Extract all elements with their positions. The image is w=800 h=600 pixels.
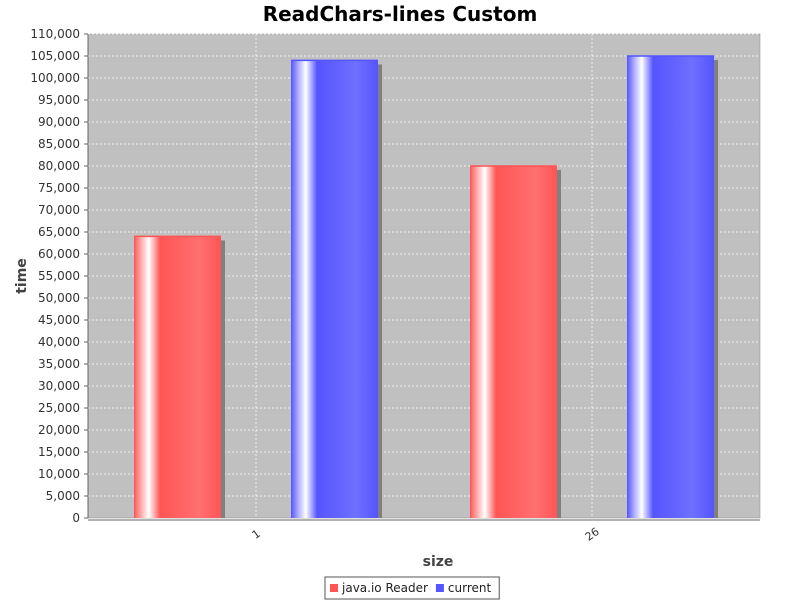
bar — [134, 236, 221, 518]
y-tick-label: 110,000 — [30, 27, 80, 41]
legend: java.io Reader current — [324, 576, 500, 600]
y-tick-label: 5,000 — [46, 489, 80, 503]
x-axis-label: size — [423, 554, 454, 570]
y-tick-label: 105,000 — [30, 49, 80, 63]
y-tick-labels: 0 5,000 10,000 15,000 20,000 25,000 30,000 35,0… — [30, 27, 80, 525]
y-tick-label: 70,000 — [38, 203, 80, 217]
legend-box — [324, 576, 500, 600]
y-tick-label: 10,000 — [38, 467, 80, 481]
bar — [291, 60, 378, 519]
legend-swatch — [435, 584, 444, 592]
y-tick-label: 65,000 — [38, 225, 80, 239]
x-tick-label: 26 — [583, 525, 602, 544]
bars — [134, 55, 718, 519]
y-tick-label: 35,000 — [38, 357, 80, 371]
bar — [470, 166, 557, 518]
y-tick-label: 90,000 — [38, 115, 80, 129]
y-tick-label: 20,000 — [38, 423, 80, 437]
y-tick-label: 100,000 — [30, 71, 80, 85]
y-tick-label: 95,000 — [38, 93, 80, 107]
x-tick-label: 1 — [250, 527, 263, 542]
bar — [627, 56, 714, 518]
y-tick-label: 30,000 — [38, 379, 80, 393]
y-tick-label: 75,000 — [38, 181, 80, 195]
y-tick-label: 25,000 — [38, 401, 80, 415]
y-tick-label: 0 — [72, 511, 80, 525]
y-tick-label: 55,000 — [38, 269, 80, 283]
y-tick-label: 60,000 — [38, 247, 80, 261]
legend-label: current — [448, 581, 492, 595]
y-tick-label: 45,000 — [38, 313, 80, 327]
y-tick-label: 85,000 — [38, 137, 80, 151]
legend-swatch — [330, 584, 338, 592]
y-tick-label: 40,000 — [38, 335, 80, 349]
axes — [84, 33, 760, 521]
x-tick-labels: 1 26 — [250, 525, 602, 544]
y-tick-label: 50,000 — [38, 291, 80, 305]
y-tick-label: 80,000 — [38, 159, 80, 173]
legend-label: java.io Reader — [341, 581, 428, 595]
y-tick-label: 15,000 — [38, 445, 80, 459]
chart-title: ReadChars-lines Custom — [263, 2, 538, 26]
y-axis-label: time — [14, 258, 30, 294]
